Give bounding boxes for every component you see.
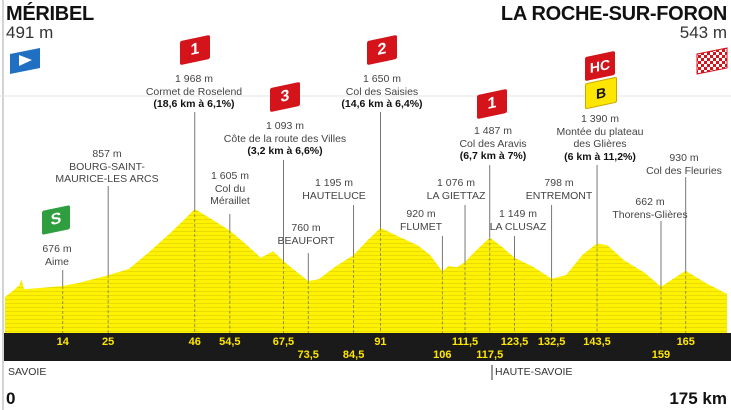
distance-start: 0 bbox=[6, 389, 16, 408]
label-aime: 676 m Aime bbox=[42, 243, 72, 268]
km-label: 91 bbox=[374, 336, 386, 348]
distance-end: 175 km bbox=[669, 389, 727, 408]
km-label: 84,5 bbox=[343, 349, 364, 361]
finish-flag-icon bbox=[696, 47, 728, 75]
km-label: 54,5 bbox=[219, 336, 240, 348]
start-city: MÉRIBEL bbox=[6, 3, 94, 25]
label-flumet: 920 m FLUMET bbox=[400, 208, 442, 233]
km-label: 111,5 bbox=[452, 336, 478, 348]
km-label: 123,5 bbox=[501, 336, 529, 348]
label-cormet-de-roselend: 1 968 m Cormet de Roselend (18,6 km à 6,1%… bbox=[145, 73, 243, 110]
label-plateau-des-glieres: 1 390 m Montée du plateau des Glières (6 km… bbox=[556, 113, 644, 163]
km-label: 25 bbox=[102, 336, 114, 348]
start-altitude: 491 m bbox=[6, 23, 54, 42]
region-haute-savoie: HAUTE-SAVOIE bbox=[495, 366, 573, 378]
label-thorens-glieres: 662 m Thorens-Glières bbox=[612, 196, 688, 221]
label-beaufort: 760 m BEAUFORT bbox=[277, 222, 335, 247]
elevation-profile-area bbox=[5, 209, 727, 333]
start-flag-icon bbox=[10, 48, 40, 74]
km-label: 165 bbox=[677, 336, 695, 348]
label-col-des-saisies: 1 650 m Col des Saisies (14,6 km à 6,4%) bbox=[341, 73, 423, 110]
finish-altitude: 543 m bbox=[679, 23, 727, 42]
label-col-du-meraillet: 1 605 m Col du Méraillet bbox=[210, 170, 250, 207]
finish-city: LA ROCHE-SUR-FORON bbox=[500, 3, 727, 25]
km-label: 73,5 bbox=[298, 349, 319, 361]
km-label: 46 bbox=[189, 336, 201, 348]
label-hauteluce: 1 195 m HAUTELUCE bbox=[302, 177, 366, 202]
label-entremont: 798 m ENTREMONT bbox=[525, 177, 593, 202]
km-band bbox=[4, 333, 731, 361]
label-la-clusaz: 1 149 m LA CLUSAZ bbox=[489, 208, 547, 233]
km-label: 143,5 bbox=[583, 336, 611, 348]
km-label: 117,5 bbox=[476, 349, 503, 361]
km-label: 14 bbox=[57, 336, 70, 348]
region-savoie: SAVOIE bbox=[8, 366, 47, 378]
label-col-des-aravis: 1 487 m Col des Aravis (6,7 km à 7%) bbox=[459, 125, 527, 162]
label-cote-route-des-villes: 1 093 m Côte de la route des Villes (3,2 k… bbox=[223, 120, 347, 157]
km-label: 67,5 bbox=[273, 336, 294, 348]
km-label: 132,5 bbox=[538, 336, 566, 348]
km-label: 159 bbox=[652, 349, 670, 361]
label-bourg-saint-maurice: 857 m BOURG-SAINT- MAURICE-LES ARCS bbox=[55, 148, 159, 185]
label-col-des-fleuries: 930 m Col des Fleuries bbox=[646, 152, 722, 177]
label-la-giettaz: 1 076 m LA GIETTAZ bbox=[426, 177, 486, 202]
km-label: 106 bbox=[433, 349, 451, 361]
